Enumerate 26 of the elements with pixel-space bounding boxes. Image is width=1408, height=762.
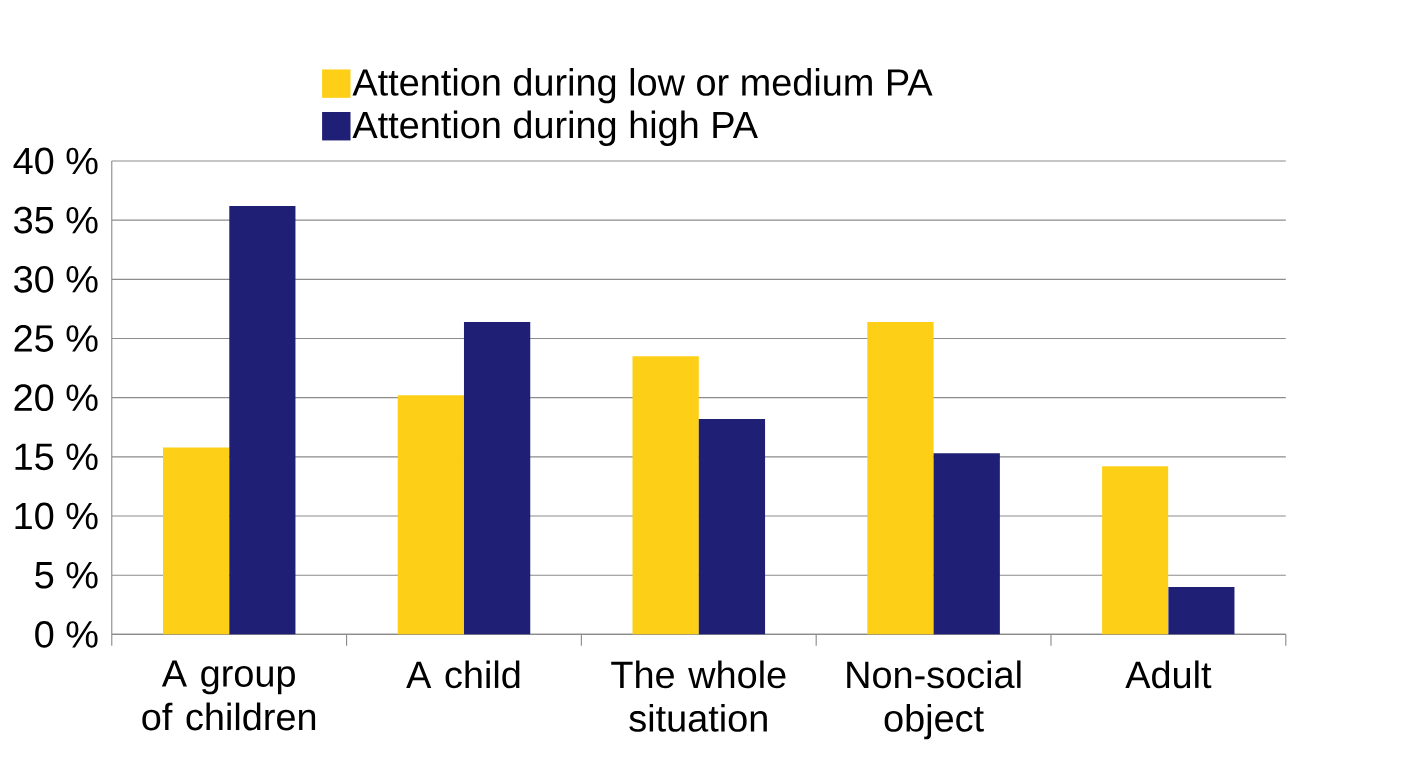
x-tick-label: The whole situation xyxy=(611,660,786,732)
bar xyxy=(397,395,464,635)
y-tick-label: 40 % xyxy=(13,147,98,175)
bar xyxy=(162,447,230,635)
y-tick-label: 5 % xyxy=(35,561,98,589)
y-tick-label: 10 % xyxy=(15,502,98,530)
bar xyxy=(933,453,1000,635)
x-tick-label: A group of children xyxy=(142,660,316,731)
y-tick-label: 0 % xyxy=(35,620,98,648)
y-tick-label: 20 % xyxy=(14,384,98,411)
x-tick-label: A child xyxy=(406,660,520,689)
y-tick-label: 35 % xyxy=(14,206,98,234)
bar xyxy=(698,418,766,635)
y-tick-label: 15 % xyxy=(15,443,98,471)
bar xyxy=(229,205,296,635)
y-tick-label: 25 % xyxy=(14,324,98,352)
bar xyxy=(867,321,934,635)
x-tick-label: Non-social object xyxy=(847,660,1021,740)
legend-label: Attention during high PA xyxy=(352,110,758,146)
bar xyxy=(1168,586,1235,635)
bar xyxy=(1102,466,1169,635)
x-tick-label: Adult xyxy=(1125,660,1212,689)
bar xyxy=(463,321,531,635)
y-tick-label: 30 % xyxy=(14,265,98,293)
legend-label: Attention during low or medium PA xyxy=(352,67,933,104)
bar xyxy=(632,356,699,635)
